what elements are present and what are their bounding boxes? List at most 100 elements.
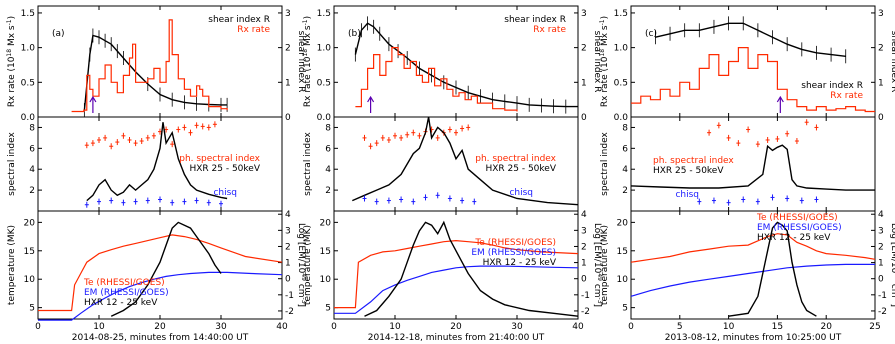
legend-label: shear index R [504, 15, 566, 25]
legend-label: shear index R [801, 81, 863, 91]
y-tick-label: 6 [325, 144, 331, 154]
x-tick-label: 40 [572, 322, 584, 332]
y-tick-label-right: 1 [581, 78, 587, 88]
y-tick-label: 1.5 [614, 9, 628, 19]
series-line [334, 239, 579, 309]
panel-bottom: 5 10 15 20 -2 -1 0 1 2 3 4 temperature (MK) Log [EM/… [600, 210, 895, 320]
panel-bottom: 5 10 15 20 -2 -1 0 1 2 3 4 temperature (MK) Log [EM/… [7, 210, 308, 321]
series-line [354, 22, 578, 108]
series-line [364, 220, 579, 317]
y-tick-label: 10 [617, 275, 629, 285]
y-axis-label-right: Log [EM/1049 cm-3] [592, 223, 604, 307]
y-tick-label-right: 1 [878, 78, 884, 88]
y-tick-label: 1.0 [614, 44, 629, 54]
legend-label: EM (RHESSI/GOES) [471, 248, 556, 258]
legend-label: HXR 25 - 50keV [485, 164, 556, 174]
series-line [110, 221, 222, 317]
panel-top: 0.0 0.5 1.0 1.5 0 1 2 3 Rx rate (1018 Mx s-1) she… [599, 5, 895, 123]
series-line [631, 47, 875, 113]
legend-label: Rx rate [237, 25, 270, 35]
x-axis-label: 2013-08-12, minutes from 10:25:00 UT [665, 333, 842, 343]
y-tick-label-right: 0 [581, 275, 587, 285]
series-line [83, 34, 228, 111]
y-tick-label-right: 0 [878, 113, 884, 123]
y-tick-label-right: 1 [285, 78, 291, 88]
y-tick-label-right: -1 [285, 291, 294, 301]
y-tick-label: 8 [622, 123, 628, 133]
y-axis-label: temperature (MK) [303, 225, 313, 305]
y-axis-label: spectral index [303, 132, 313, 196]
y-axis-label: temperature (MK) [600, 225, 610, 305]
y-tick-label-right: -2 [581, 307, 590, 317]
y-tick-label-right: 3 [581, 9, 587, 19]
x-tick-label: 10 [389, 322, 401, 332]
y-tick-label-right: 0 [285, 113, 291, 123]
panel-letter: (a) [52, 29, 65, 39]
y-tick-label-right: -1 [878, 291, 887, 301]
legend-label: ph. spectral index [653, 156, 734, 166]
series-line [630, 263, 875, 297]
x-tick-label: 25 [869, 322, 880, 332]
x-tick-label: 30 [215, 322, 227, 332]
x-tick-label: 5 [677, 322, 683, 332]
y-tick-label: 15 [24, 247, 35, 257]
x-tick-label: 30 [511, 322, 523, 332]
panel-frame [37, 210, 283, 320]
y-tick-label: 10 [24, 275, 36, 285]
y-tick-label-right: 0 [285, 275, 291, 285]
y-tick-label: 15 [320, 247, 331, 257]
x-tick-label: 20 [450, 322, 462, 332]
panel-bottom: 5 10 15 20 -2 -1 0 1 2 3 4 temperature (MK) Log [EM/… [303, 210, 604, 320]
arrow-marker [89, 95, 97, 113]
series-line [630, 233, 876, 263]
y-tick-label-right: 3 [285, 226, 291, 236]
series-line [86, 122, 228, 202]
y-axis-label: temperature (MK) [7, 225, 17, 305]
legend-label: Rx rate [830, 91, 863, 101]
y-tick-label: 2 [325, 186, 331, 196]
chart-column-1: (b) 0.0 0.5 1.0 1.5 0 1 2 3 Rx rate (1018 Mx s-1)… [302, 5, 604, 343]
x-tick-label: 0 [331, 322, 337, 332]
y-tick-label-right: 1 [581, 259, 587, 269]
legend-label: ph. spectral index [475, 154, 556, 164]
legend-label: shear index R [208, 15, 270, 25]
series-line [38, 234, 283, 312]
x-tick-label: 20 [154, 322, 166, 332]
series-line [728, 221, 817, 317]
y-tick-label-right: 4 [581, 210, 587, 220]
legend-label: chisq [213, 188, 237, 198]
series-line [38, 271, 283, 321]
panel-letter: (b) [348, 29, 361, 39]
y-axis-label-right: shear index R [592, 31, 602, 93]
series-line [352, 116, 579, 206]
legend-label: EM (RHESSI/GOES) [84, 288, 169, 298]
y-tick-label: 2 [29, 186, 35, 196]
y-tick-label: 0.5 [21, 78, 35, 88]
y-tick-label-right: 2 [581, 44, 587, 54]
y-tick-label-right: 0 [581, 113, 587, 123]
panel-middle: 2 4 6 8 spectral index ph. spectral indexHXR … [303, 116, 579, 212]
x-axis-label: 2014-08-25, minutes from 14:40:00 UT [72, 333, 249, 343]
panel-middle: 2 4 6 8 spectral index ph. spectral indexHXR … [600, 116, 876, 212]
y-tick-label: 6 [29, 144, 35, 154]
x-tick-label: 40 [276, 322, 288, 332]
chart-column-2: (c) 0.0 0.5 1.0 1.5 0 1 2 3 Rx rate (1018 Mx s-1)… [599, 5, 895, 343]
x-tick-label: 20 [820, 322, 832, 332]
y-tick-label-right: 0 [878, 275, 884, 285]
y-tick-label-right: 1 [285, 259, 291, 269]
legend-label: Te (RHESSI/GOES) [756, 213, 838, 223]
y-axis-label: spectral index [7, 132, 17, 196]
legend-label: EM (RHESSI/GOES) [757, 223, 842, 233]
y-tick-label: 0.0 [614, 113, 629, 123]
series-line [630, 144, 875, 191]
y-tick-label: 15 [617, 247, 628, 257]
y-axis-label-right: Log [EM/1049 cm-3] [889, 223, 895, 307]
x-tick-label: 10 [723, 322, 735, 332]
y-axis-label: spectral index [600, 132, 610, 196]
legend-label: HXR 12 - 25 keV [757, 233, 831, 243]
y-tick-label: 20 [320, 218, 332, 228]
panel-letter: (c) [645, 29, 657, 39]
legend-label: chisq [509, 188, 533, 198]
y-tick-label-right: 2 [878, 242, 884, 252]
